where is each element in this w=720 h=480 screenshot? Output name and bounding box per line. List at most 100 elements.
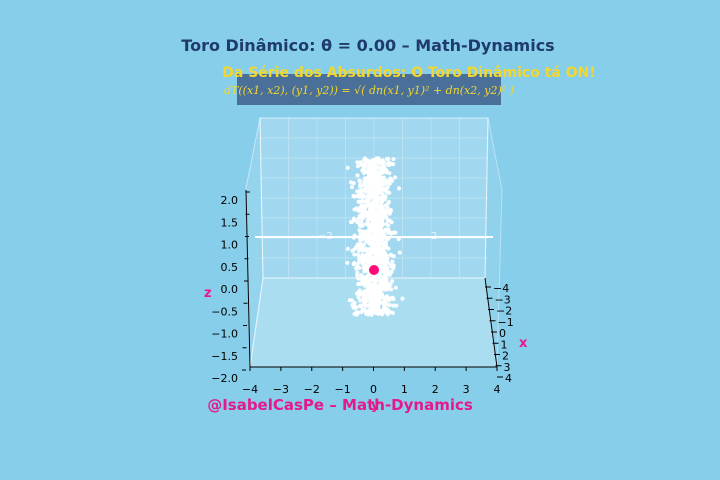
data-point [382,261,387,266]
data-point [362,179,367,184]
data-point [351,193,356,198]
data-point [375,160,380,165]
data-point [389,231,394,236]
z-tick-label: 0.0 [221,283,239,296]
data-point [355,270,360,275]
data-point [381,278,386,283]
data-point [378,224,383,229]
data-point [353,305,359,310]
x-tick-label: −3 [495,293,511,306]
y-axis-ticks: −4 −3 −2 −1 0 1 2 3 4 [242,367,501,396]
chart-subtitle: Da Série dos Absurdos: O Toro Dinâmico t… [222,65,595,81]
data-point [393,175,398,180]
data-point [351,181,356,186]
data-point [390,279,395,284]
data-point [362,269,367,274]
data-point [387,211,392,216]
data-point [356,199,361,204]
data-point [350,302,355,308]
data-point [391,157,396,162]
z-tick-label: 2.0 [221,194,239,207]
line-label-left: −2 [318,231,333,242]
data-point [375,285,380,290]
z-tick-label: −0.5 [211,305,238,318]
x-tick-label: 0 [499,327,506,340]
data-point [375,206,380,211]
data-point [365,193,370,198]
data-point [369,180,374,185]
data-point [377,227,382,232]
data-point [369,299,374,304]
data-point [371,308,376,314]
y-tick-label: 4 [494,383,501,396]
data-point [356,276,361,281]
data-point [381,160,387,165]
data-point [373,238,379,243]
data-point [373,277,378,282]
data-point [389,262,394,268]
data-point [376,290,381,295]
z-tick-label: 1.0 [221,239,239,252]
data-point [374,220,379,225]
data-point [356,189,361,194]
x-tick-label: −2 [496,305,512,318]
data-point [355,262,360,267]
data-point [359,255,364,260]
data-point [387,171,392,176]
point-cloud [345,156,405,317]
data-point [370,240,375,246]
data-point [384,256,389,261]
data-point [387,218,392,223]
data-point [361,204,366,209]
data-point [360,245,365,250]
data-point [384,185,389,191]
z-tick-label: 1.5 [221,216,239,229]
data-point [391,266,396,271]
data-point [385,284,390,289]
data-point [386,156,391,161]
data-point [359,281,365,287]
data-point [357,304,362,309]
data-point [368,212,373,217]
data-point [367,229,372,234]
data-point [370,295,375,300]
data-point [381,178,386,183]
x-axis-label: x [519,336,528,351]
data-point [384,221,389,227]
data-point [358,298,363,303]
formula-box [237,74,501,105]
data-point [375,253,380,258]
data-point [377,166,382,171]
z-axis-line [245,189,251,368]
data-point [360,167,366,172]
data-point [356,310,361,315]
data-point [380,194,385,200]
data-point [363,280,368,285]
data-point [350,248,355,253]
data-point [374,209,379,214]
data-point [383,251,388,256]
data-point [384,209,389,215]
data-point [372,225,377,230]
data-point [381,267,386,272]
data-point [388,176,393,181]
y-tick-label: 3 [463,383,470,396]
y-axis-line [484,277,498,368]
data-point [368,285,373,290]
z-tick-label: −2.0 [211,372,238,385]
data-point [361,295,366,300]
data-point [374,165,379,170]
data-point [390,259,395,264]
data-point [355,242,360,247]
data-point [370,189,375,194]
data-point [373,197,378,202]
data-point [362,307,367,312]
x-tick-label: 1 [501,338,508,351]
data-point [373,302,378,308]
data-point [388,207,393,213]
data-point [397,250,402,255]
data-point [378,256,383,261]
data-point [367,289,372,294]
x-tick-label: 4 [505,372,512,385]
